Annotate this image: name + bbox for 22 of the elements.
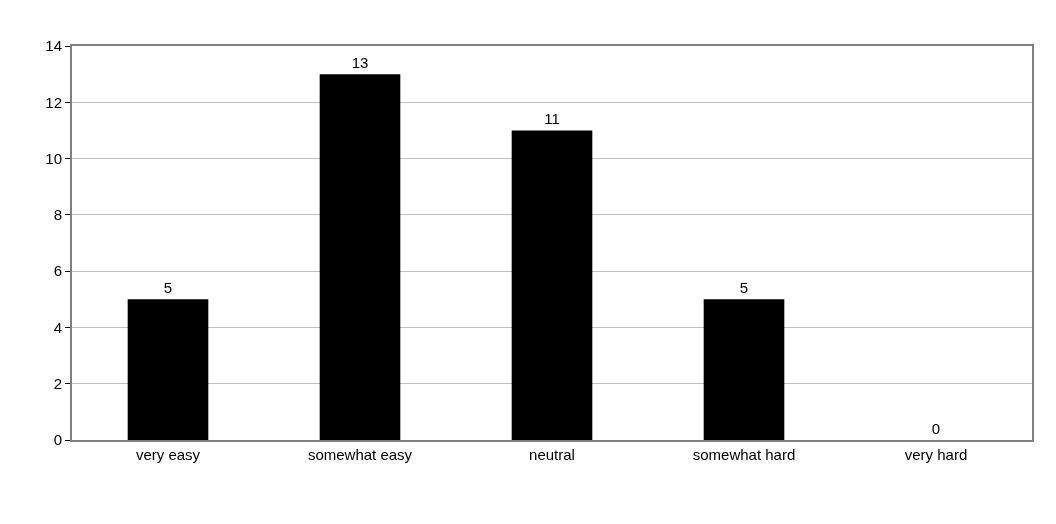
x-tick-label: somewhat easy — [307, 446, 413, 463]
y-tick-label: 12 — [45, 93, 62, 111]
y-tick-label: 4 — [53, 318, 62, 336]
data-label: 11 — [544, 110, 560, 128]
y-tick-label: 10 — [45, 149, 62, 167]
y-tick-label: 6 — [53, 262, 62, 280]
bar — [127, 299, 209, 440]
y-tick-label: 2 — [53, 374, 62, 392]
y-tick-label: 8 — [53, 206, 62, 224]
x-tick-label: very hard — [904, 446, 968, 463]
bar — [319, 74, 401, 440]
x-tick-label: neutral — [529, 446, 575, 463]
data-label: 13 — [351, 54, 369, 72]
y-tick-label: 14 — [45, 37, 62, 55]
x-tick-label: somewhat hard — [692, 446, 796, 463]
bar — [703, 299, 785, 440]
data-label: 5 — [163, 279, 173, 297]
data-label: 5 — [739, 279, 749, 297]
data-label: 0 — [931, 420, 941, 437]
y-tick-label: 0 — [53, 431, 62, 449]
x-tick-label: very easy — [135, 446, 201, 463]
bar — [511, 130, 593, 440]
